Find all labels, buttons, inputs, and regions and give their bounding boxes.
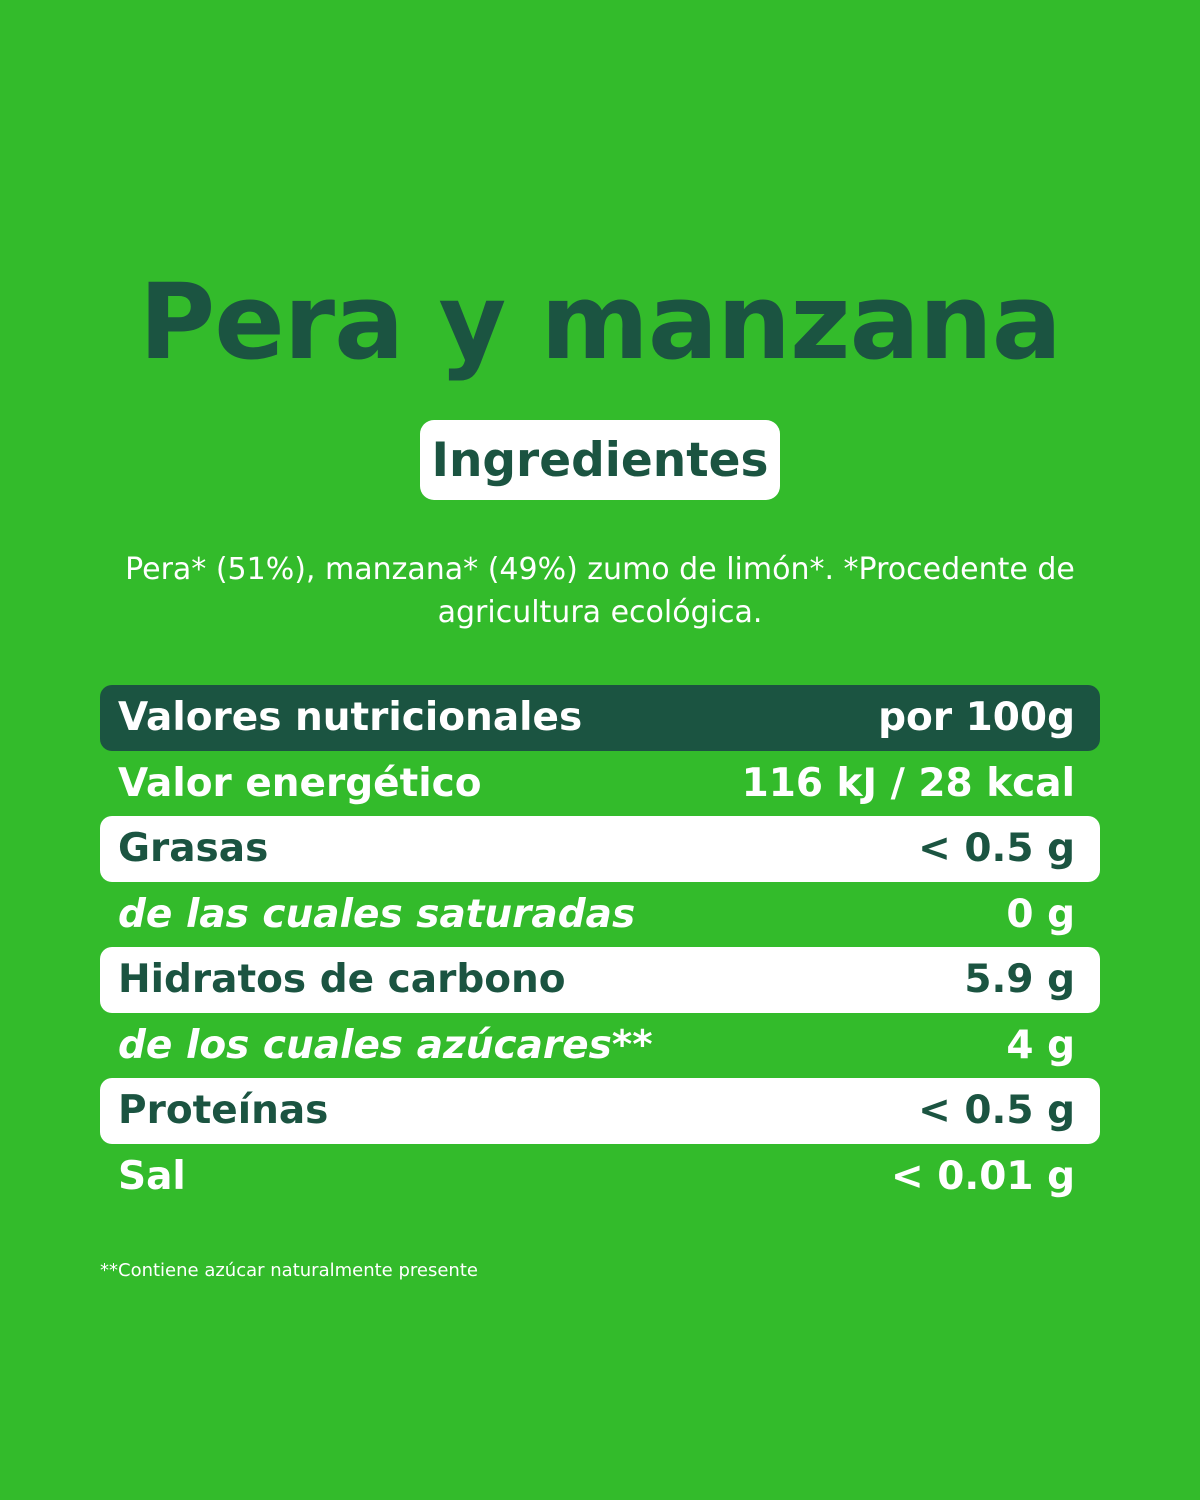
ingredients-text: Pera* (51%), manzana* (49%) zumo de limó… <box>125 552 1075 630</box>
row-carbohydrates: Hidratos de carbono 5.9 g <box>100 947 1100 1013</box>
row-label: Grasas <box>118 826 269 872</box>
row-value: < 0.5 g <box>918 826 1075 872</box>
row-label: de las cuales saturadas <box>118 891 636 937</box>
nutrition-table-header: Valores nutricionales por 100g <box>100 685 1100 751</box>
nutrition-table: Valores nutricionales por 100g Valor ene… <box>100 685 1100 1209</box>
ingredients-badge: Ingredientes <box>420 420 780 500</box>
row-value: < 0.5 g <box>918 1088 1075 1134</box>
row-value: 116 kJ / 28 kcal <box>741 760 1075 806</box>
row-value: 0 g <box>1006 891 1075 937</box>
row-label: Valor energético <box>118 760 482 806</box>
row-sugars: de los cuales azúcares** 4 g <box>100 1013 1100 1079</box>
header-label: Valores nutricionales <box>118 695 583 741</box>
row-salt: Sal < 0.01 g <box>100 1144 1100 1210</box>
row-energy: Valor energético 116 kJ / 28 kcal <box>100 751 1100 817</box>
row-label: Sal <box>118 1153 186 1199</box>
row-value: 5.9 g <box>964 957 1075 1003</box>
row-label: de los cuales azúcares** <box>118 1022 653 1068</box>
row-value: < 0.01 g <box>891 1153 1075 1199</box>
row-label: Proteínas <box>118 1088 329 1134</box>
row-protein: Proteínas < 0.5 g <box>100 1078 1100 1144</box>
row-saturated-fat: de las cuales saturadas 0 g <box>100 882 1100 948</box>
row-value: 4 g <box>1006 1022 1075 1068</box>
footnote: **Contiene azúcar naturalmente presente <box>100 1260 478 1281</box>
header-value: por 100g <box>878 695 1075 741</box>
row-fat: Grasas < 0.5 g <box>100 816 1100 882</box>
row-label: Hidratos de carbono <box>118 957 566 1003</box>
product-title: Pera y manzana <box>139 261 1062 383</box>
